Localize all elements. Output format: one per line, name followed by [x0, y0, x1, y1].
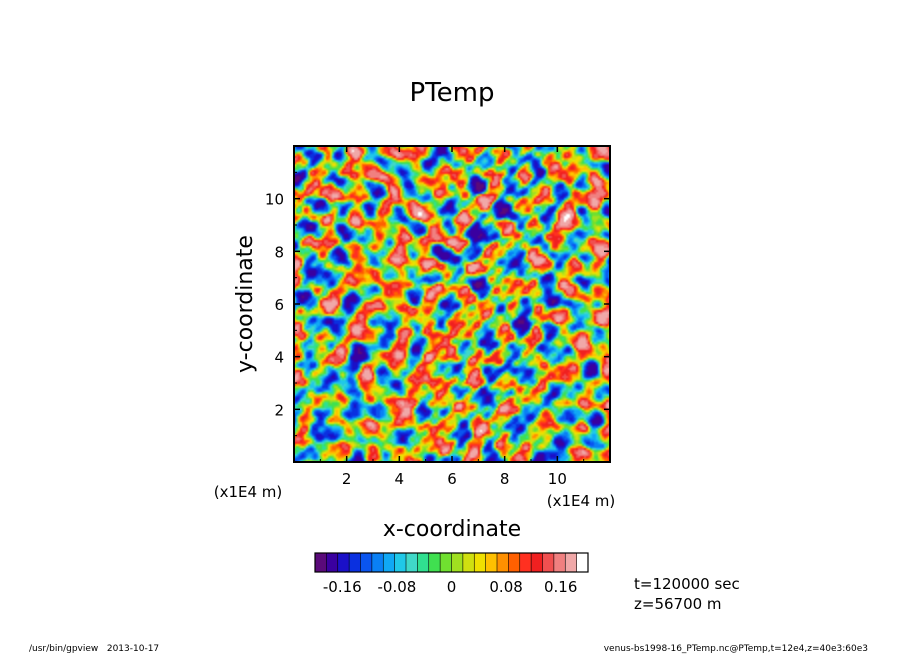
colorbar-segment — [542, 553, 555, 572]
colorbar-segment — [326, 553, 339, 572]
footer-left: /usr/bin/gpview 2013-10-17 — [29, 644, 159, 654]
y-tick-label: 4 — [274, 349, 284, 367]
colorbar-segment — [474, 553, 487, 572]
colorbar-segment — [462, 553, 475, 572]
colorbar-segment — [440, 553, 453, 572]
colorbar-segment — [383, 553, 396, 572]
y-axis-ticks: 2 4 6 8 10 — [265, 171, 610, 437]
colorbar-tick-label: 0.16 — [544, 578, 577, 596]
colorbar-segment — [349, 553, 362, 572]
x-axis-title: x-coordinate — [383, 517, 521, 542]
colorbar-tick-label: -0.16 — [323, 578, 362, 596]
x-tick-label: 6 — [447, 470, 457, 488]
colorbar-segment — [337, 553, 350, 572]
colorbar-segment — [417, 553, 430, 572]
chart-title: PTemp — [410, 78, 495, 108]
colorbar-tick-labels: -0.16 -0.08 0 0.08 0.16 — [323, 578, 578, 596]
colorbar-segment — [531, 553, 544, 572]
x-tick-label: 8 — [500, 470, 510, 488]
colorbar-segment — [406, 553, 418, 572]
colorbar-segment — [371, 553, 384, 572]
time-annotation: t=120000 sec — [634, 575, 740, 593]
y-axis-title: y-coordinate — [233, 235, 258, 373]
colorbar-segment — [451, 553, 464, 572]
colorbar-frame — [314, 552, 589, 573]
height-annotation: z=56700 m — [634, 595, 722, 613]
colorbar-segment — [508, 553, 521, 572]
colorbar-tick-label: 0 — [447, 578, 457, 596]
colorbar-tick-label: 0.08 — [489, 578, 522, 596]
y-tick-label: 6 — [274, 296, 284, 314]
y-axis-unit: (x1E4 m) — [214, 483, 283, 501]
colorbar-segment — [394, 553, 407, 572]
x-tick-label: 2 — [342, 470, 352, 488]
colorbar — [315, 553, 589, 572]
y-tick-label: 8 — [274, 243, 284, 261]
colorbar-segment — [576, 553, 589, 572]
colorbar-segment — [519, 553, 532, 572]
colorbar-segment — [428, 553, 441, 572]
footer-right: venus-bs1998-16_PTemp.nc@PTemp,t=12e4,z=… — [604, 644, 868, 654]
colorbar-segment — [497, 553, 509, 572]
x-tick-label: 4 — [395, 470, 405, 488]
heatmap-field — [294, 146, 610, 462]
colorbar-segment — [360, 553, 373, 572]
y-tick-label: 2 — [274, 401, 284, 419]
y-tick-label: 10 — [265, 191, 284, 209]
x-axis-ticks: 2 4 6 8 10 — [319, 146, 585, 488]
x-tick-label: 10 — [548, 470, 567, 488]
colorbar-segment — [565, 553, 578, 572]
x-axis-unit: (x1E4 m) — [547, 492, 616, 510]
colorbar-segment — [553, 553, 566, 572]
colorbar-segment — [315, 553, 327, 572]
heatmap-image — [294, 146, 610, 462]
colorbar-tick-label: -0.08 — [377, 578, 416, 596]
colorbar-segment — [485, 553, 498, 572]
